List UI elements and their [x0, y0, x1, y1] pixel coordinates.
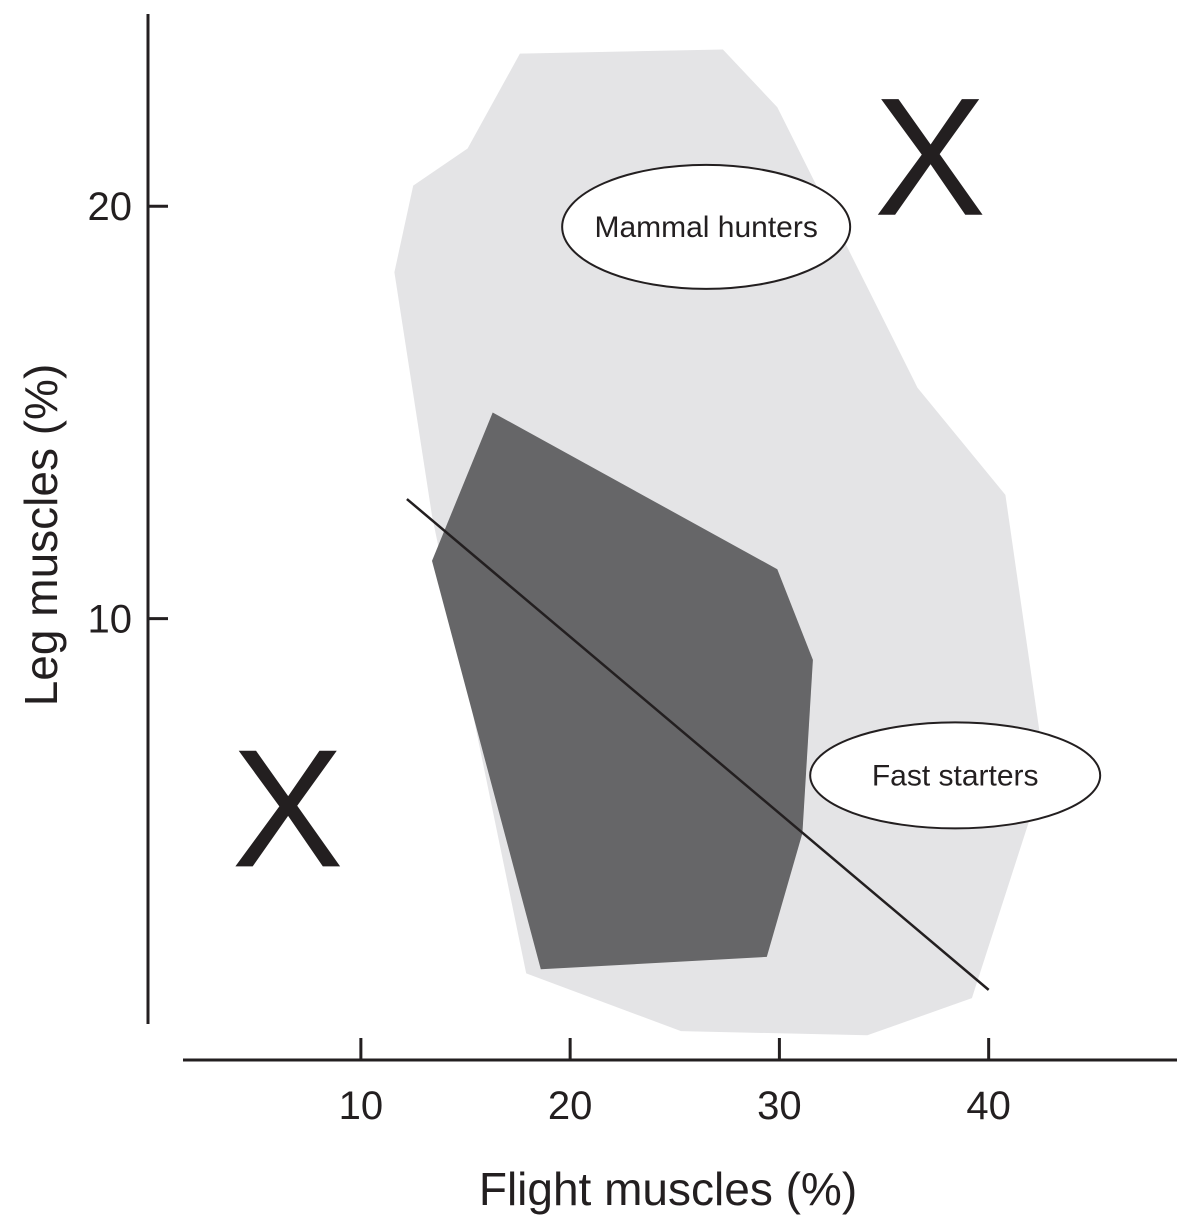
annotation-label-2: Fast starters [872, 759, 1039, 792]
x-axis-title: Flight muscles (%) [479, 1163, 857, 1215]
x-tick-label-20: 20 [548, 1084, 593, 1128]
x-marker-1: X [232, 714, 344, 902]
x-tick-label-30: 30 [757, 1084, 802, 1128]
y-tick-label-10: 10 [88, 598, 133, 642]
x-marker-2: X [874, 63, 986, 251]
x-tick-label-40: 40 [966, 1084, 1011, 1128]
annotation-label-1: Mammal hunters [594, 211, 817, 244]
x-tick-label-10: 10 [339, 1084, 384, 1128]
y-tick-label-20: 20 [88, 185, 133, 229]
y-axis-title: Leg muscles (%) [15, 364, 67, 707]
